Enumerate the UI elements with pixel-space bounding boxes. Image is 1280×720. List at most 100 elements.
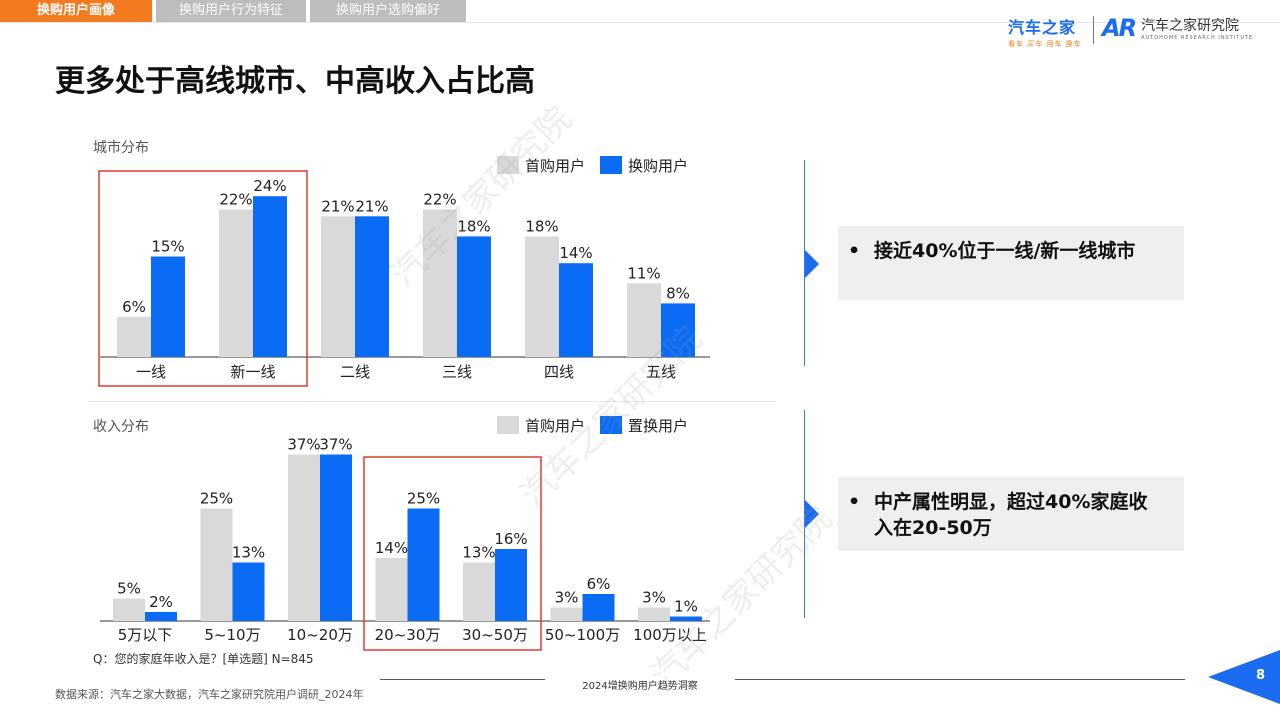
bar xyxy=(113,598,145,621)
category-tick-label: 20~30万 xyxy=(375,626,441,644)
bar xyxy=(627,283,661,357)
bar xyxy=(219,209,253,357)
data-label: 37% xyxy=(319,436,352,454)
category-tick-label: 二线 xyxy=(340,363,370,381)
data-label: 25% xyxy=(407,490,440,508)
data-label: 22% xyxy=(423,191,456,209)
bar xyxy=(355,216,389,357)
bar xyxy=(550,607,583,621)
legend-swatch xyxy=(600,156,622,174)
logo-divider xyxy=(1093,16,1094,44)
legend-label: 首购用户 xyxy=(525,157,585,175)
tab-purchase-preference[interactable]: 换购用户选购偏好 xyxy=(310,0,466,22)
data-label: 3% xyxy=(555,589,579,607)
tab-user-behavior[interactable]: 换购用户行为特征 xyxy=(156,0,306,22)
autohome-logo: 汽车之家 看车 买车 用车 换车 xyxy=(1008,14,1082,49)
data-label: 13% xyxy=(232,544,265,562)
data-label: 2% xyxy=(149,593,173,611)
highlight-box xyxy=(363,456,542,651)
data-label: 21% xyxy=(355,197,388,215)
bar xyxy=(661,303,695,357)
data-label: 11% xyxy=(627,264,660,282)
bar xyxy=(288,454,320,621)
chart-title: 收入分布 xyxy=(93,419,149,435)
brand-name: 汽车之家 xyxy=(1008,18,1077,37)
data-label: 37% xyxy=(287,436,320,454)
legend-swatch xyxy=(497,416,519,434)
section-tabs: 换购用户画像 换购用户行为特征 换购用户选购偏好 xyxy=(0,0,470,22)
data-label: 18% xyxy=(457,217,490,235)
data-label: 6% xyxy=(122,298,146,316)
bullet-icon: • xyxy=(848,491,861,513)
legend-label: 置换用户 xyxy=(628,417,688,435)
category-tick-label: 四线 xyxy=(544,363,574,381)
bar xyxy=(321,216,355,357)
research-institute-name: 汽车之家研究院 xyxy=(1141,18,1240,34)
category-tick-label: 5~10万 xyxy=(204,626,260,644)
bar xyxy=(495,549,527,621)
insight-city-text: 接近40%位于一线/新一线城市 xyxy=(874,240,1136,262)
bar xyxy=(145,612,177,621)
bar xyxy=(320,454,352,621)
data-label: 24% xyxy=(253,177,286,195)
bar xyxy=(407,508,440,621)
chart-title: 城市分布 xyxy=(93,139,149,156)
category-tick-label: 100万以上 xyxy=(633,626,707,644)
insight-2-rule xyxy=(804,410,805,618)
bar xyxy=(582,594,615,621)
bar xyxy=(670,616,702,621)
legend-label: 换购用户 xyxy=(628,157,688,175)
category-tick-label: 一线 xyxy=(136,363,166,381)
data-source: 数据来源：汽车之家大数据，汽车之家研究院用户调研_2024年 xyxy=(55,688,364,701)
data-label: 15% xyxy=(151,238,184,256)
category-tick-label: 三线 xyxy=(442,363,472,381)
data-label: 6% xyxy=(587,575,611,593)
bar xyxy=(463,562,495,621)
bar xyxy=(423,209,457,357)
bullet-icon: • xyxy=(848,240,861,262)
legend-swatch xyxy=(497,156,519,174)
chart-separator xyxy=(88,401,776,402)
data-label: 25% xyxy=(200,490,233,508)
insight-2-arrow-icon xyxy=(805,500,819,528)
data-label: 22% xyxy=(219,191,252,209)
category-tick-label: 10~20万 xyxy=(287,626,353,644)
footer-line-right xyxy=(735,679,1185,680)
top-divider xyxy=(0,22,1280,23)
category-tick-label: 新一线 xyxy=(230,363,275,381)
data-label: 1% xyxy=(674,598,698,616)
data-label: 14% xyxy=(375,539,408,557)
insight-income-text: 中产属性明显，超过40%家庭收入在20-50万 xyxy=(874,491,1148,539)
data-label: 8% xyxy=(666,284,690,302)
bar xyxy=(200,508,233,621)
data-label: 13% xyxy=(462,544,495,562)
bar xyxy=(375,558,408,621)
legend-swatch xyxy=(600,416,622,434)
bar xyxy=(457,236,491,357)
data-label: 21% xyxy=(321,197,354,215)
report-name: 2024增换购用户趋势洞察 xyxy=(582,681,698,692)
legend-label: 首购用户 xyxy=(525,417,585,435)
data-label: 5% xyxy=(117,580,141,598)
insight-1-rule xyxy=(804,160,805,366)
ar-logo-mark: AR xyxy=(1102,14,1137,42)
data-label: 14% xyxy=(559,244,592,262)
category-tick-label: 五线 xyxy=(646,363,676,381)
research-institute-logo: AR 汽车之家研究院 AUTOHOME RESEARCH INSTITUTE xyxy=(1102,14,1253,42)
category-tick-label: 5万以下 xyxy=(118,626,173,644)
data-label: 16% xyxy=(494,530,527,548)
category-tick-label: 50~100万 xyxy=(545,626,620,644)
data-label: 18% xyxy=(525,217,558,235)
tab-user-profile[interactable]: 换购用户画像 xyxy=(0,0,152,22)
page-number: 8 xyxy=(1256,668,1266,683)
highlight-box xyxy=(98,170,308,387)
insight-box-income: • 中产属性明显，超过40%家庭收入在20-50万 xyxy=(838,477,1184,551)
bar xyxy=(232,562,265,621)
footer-line-left xyxy=(380,679,545,680)
bar xyxy=(638,607,670,621)
page-title: 更多处于高线城市、中高收入占比高 xyxy=(55,64,535,99)
insight-1-arrow-icon xyxy=(805,250,819,278)
bar xyxy=(559,263,593,357)
data-label: 3% xyxy=(642,589,666,607)
